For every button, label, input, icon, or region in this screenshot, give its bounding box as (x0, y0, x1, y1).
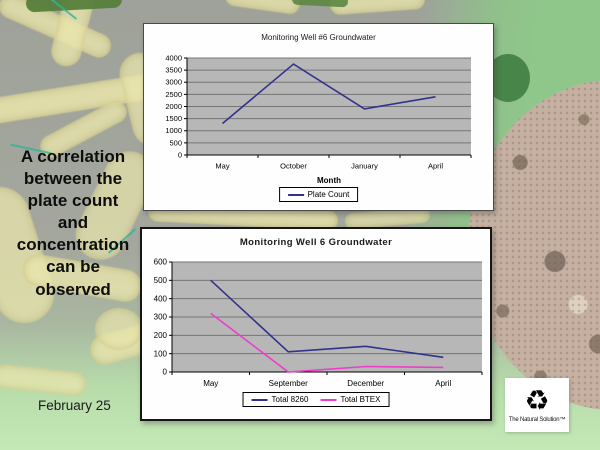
series-line-total-8260 (210, 279, 444, 359)
logo-caption: The Natural Solution™ (508, 417, 566, 423)
y-tick-label: 2000 (165, 102, 182, 111)
legend-line-sample (287, 193, 304, 196)
y-tick-label: 2500 (165, 90, 182, 99)
recycle-icon: ♻ (524, 385, 550, 416)
y-tick-label: 300 (154, 313, 168, 322)
natural-solution-logo[interactable]: ♻ The Natural Solution™ (505, 378, 569, 432)
y-tick-label: 100 (154, 349, 168, 358)
y-tick-label: 1000 (165, 126, 182, 135)
y-tick-label: 1500 (165, 114, 182, 123)
x-tick-label: May (215, 162, 229, 171)
legend-label: Total 8260 (271, 395, 309, 404)
legend-label: Total BTEX (340, 395, 381, 404)
y-tick-label: 500 (169, 138, 182, 147)
x-tick-label: April (428, 162, 443, 171)
legend-item: Total BTEX (320, 395, 380, 404)
legend-item: Total 8260 (251, 395, 309, 404)
series-line-plate-count (221, 63, 436, 125)
legend-line-sample (251, 398, 268, 401)
x-tick-label: September (269, 379, 308, 388)
x-tick-label: April (435, 379, 451, 388)
slide-headline: A correlation between the plate count an… (16, 147, 130, 299)
y-tick-label: 400 (154, 294, 168, 303)
legend-item: Plate Count (287, 190, 350, 199)
y-tick-label: 200 (154, 331, 168, 340)
slide-date: February 25 (38, 398, 111, 413)
y-tick-label: 0 (163, 368, 168, 377)
x-axis-title: Month (317, 176, 341, 185)
line-chart-concentration: 0 100 200 300 400 500 600 May September December A… (154, 258, 483, 388)
x-tick-label: December (347, 379, 384, 388)
chart-legend: Plate Count (278, 187, 359, 202)
chart-plate-count[interactable]: Monitoring Well #6 Groundwater 0 500 1000 1… (143, 23, 494, 211)
bacteria-blob-illustration (95, 308, 143, 350)
x-tick-label: May (203, 379, 218, 388)
line-chart-plate-count: 0 500 1000 1500 2000 2500 3000 3500 4000 May Octob… (165, 53, 472, 171)
chart-title: Monitoring Well 6 Groundwater (239, 237, 393, 248)
y-tick-label: 3500 (165, 66, 182, 75)
y-tick-label: 4000 (165, 53, 182, 62)
legend-label: Plate Count (307, 190, 350, 199)
legend-line-sample (320, 398, 337, 401)
y-tick-label: 600 (154, 258, 168, 267)
y-tick-label: 500 (154, 276, 168, 285)
y-tick-label: 3000 (165, 78, 182, 87)
chart-title: Monitoring Well #6 Groundwater (261, 33, 376, 42)
chart-concentration[interactable]: Monitoring Well 6 Groundwater 0 100 200 300… (140, 227, 492, 421)
x-tick-label: October (280, 162, 307, 171)
chart-legend: Total 8260 Total BTEX (242, 392, 390, 407)
series-line-total-btex (210, 312, 444, 373)
x-tick-label: January (351, 162, 378, 171)
y-tick-label: 0 (178, 150, 182, 159)
